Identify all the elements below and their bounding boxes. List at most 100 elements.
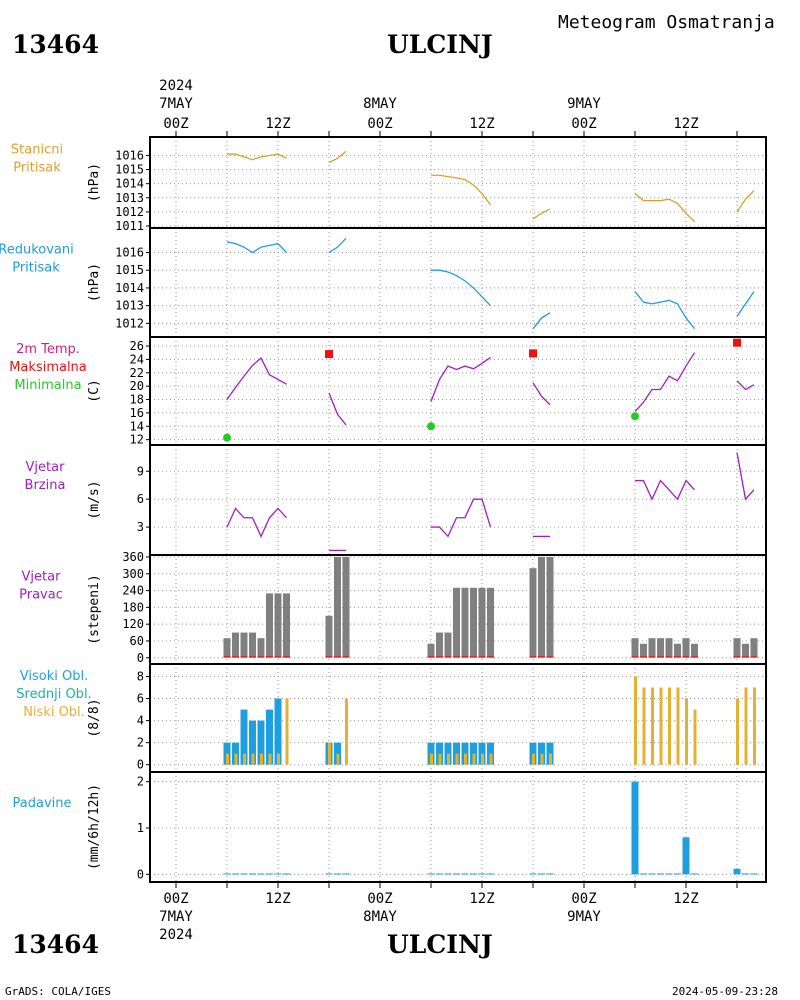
low-cloud-bar [736, 698, 739, 765]
y-tick-label: 9 [137, 464, 144, 478]
low-cloud-bar [472, 753, 476, 765]
low-cloud-bar [481, 753, 484, 765]
panel-label: Minimalna [14, 378, 81, 393]
high-cloud-bar [240, 709, 248, 765]
direction-bar [640, 643, 647, 658]
precip-bar [674, 873, 681, 875]
precip-bar [427, 873, 435, 875]
direction-bar [674, 643, 681, 658]
low-cloud-bar [438, 753, 442, 765]
bottom-hour-label: 00Z [571, 891, 596, 907]
low-cloud-bar [268, 753, 272, 765]
direction-bar [274, 593, 282, 658]
y-tick-label: 1012 [115, 205, 144, 219]
direction-bar [427, 643, 435, 658]
low-cloud-bar [336, 753, 340, 765]
bottom-hour-label: 12Z [469, 891, 494, 907]
station-id-top: 13464 [12, 30, 99, 59]
low-cloud-bar [659, 687, 663, 765]
y-tick-label: 1015 [115, 163, 144, 177]
direction-bar [334, 557, 341, 658]
data-line [634, 291, 696, 330]
precip-bar [478, 873, 486, 875]
top-date-label: 9MAY [567, 96, 601, 112]
data-line [736, 380, 755, 391]
y-tick-label: 6 [137, 492, 144, 506]
precip-bar [733, 868, 741, 875]
precip-bar [342, 873, 350, 875]
y-tick-label: 26 [130, 339, 144, 353]
direction-bar [682, 638, 690, 658]
top-hour-label: 12Z [265, 116, 290, 132]
precip-bar [470, 873, 477, 875]
precip-bar [538, 873, 545, 875]
panel-label: 2m Temp. [16, 342, 80, 357]
top-hour-label: 00Z [571, 116, 596, 132]
data-line [736, 452, 755, 501]
direction-bar [453, 587, 460, 658]
y-tick-label: 360 [122, 550, 144, 564]
direction-bar [733, 638, 741, 658]
panel-label: Vjetar [26, 460, 66, 475]
mid-cloud-bar [427, 753, 431, 765]
direction-bar [232, 632, 239, 658]
top-date-label: 8MAY [363, 96, 397, 112]
precip-bar [257, 873, 265, 875]
y-tick-label: 1011 [115, 219, 144, 233]
high-cloud-bar [436, 742, 443, 765]
direction-bar [283, 593, 290, 658]
y-tick-label: 0 [137, 651, 144, 665]
low-cloud-bar [464, 753, 467, 765]
direction-bar [444, 632, 452, 658]
bottom-hour-label: 00Z [163, 891, 188, 907]
data-line [226, 357, 287, 400]
panel-label: Maksimalna [9, 360, 87, 375]
y-axis-title: (C) [87, 379, 102, 402]
data-line [736, 190, 755, 213]
y-tick-label: 2 [137, 736, 144, 750]
panel-label: Redukovani [0, 243, 74, 258]
panel-label: Pravac [19, 588, 63, 603]
bottom-hour-label: 12Z [673, 891, 698, 907]
high-cloud-bar [249, 720, 256, 765]
top-hour-label: 00Z [367, 116, 392, 132]
low-cloud-bar [345, 698, 348, 765]
precip-bar [325, 873, 333, 875]
precip-bar [461, 873, 469, 875]
direction-bar [257, 638, 265, 658]
data-line [634, 193, 695, 223]
high-cloud-bar [487, 742, 494, 765]
precip-bar [750, 873, 758, 875]
direction-bar [470, 587, 477, 658]
y-tick-label: 1016 [115, 148, 144, 162]
low-cloud-bar [455, 753, 459, 765]
panel-frame [149, 227, 767, 338]
low-cloud-bar [447, 753, 450, 765]
low-cloud-bar [260, 753, 263, 765]
y-tick-label: 8 [137, 670, 144, 684]
precip-bar [529, 873, 537, 875]
panel-label: Brzina [25, 478, 66, 493]
low-cloud-bar [685, 698, 688, 765]
direction-bar [665, 638, 673, 658]
chart-title: Meteogram Osmatranja [558, 12, 775, 33]
precip-bar [232, 873, 239, 875]
low-cloud-bar [540, 753, 544, 765]
tmax-marker [325, 350, 333, 359]
panel-label: Stanicni [11, 143, 63, 158]
high-cloud-bar [444, 742, 452, 765]
precip-bar [240, 873, 248, 875]
high-cloud-bar [546, 742, 554, 765]
y-axis-title: (mm/6h/12h) [87, 784, 102, 870]
tmax-marker [529, 349, 537, 358]
high-cloud-bar [427, 742, 435, 765]
top-year-label: 2024 [159, 78, 193, 94]
panel-label: Srednji Obl. [16, 687, 91, 702]
top-date-label: 7MAY [159, 96, 193, 112]
low-cloud-bar [532, 753, 535, 765]
top-hour-label: 00Z [163, 116, 188, 132]
y-tick-label: 2 [137, 775, 144, 789]
precip-bar [648, 873, 656, 875]
panel-label: Padavine [13, 796, 72, 811]
